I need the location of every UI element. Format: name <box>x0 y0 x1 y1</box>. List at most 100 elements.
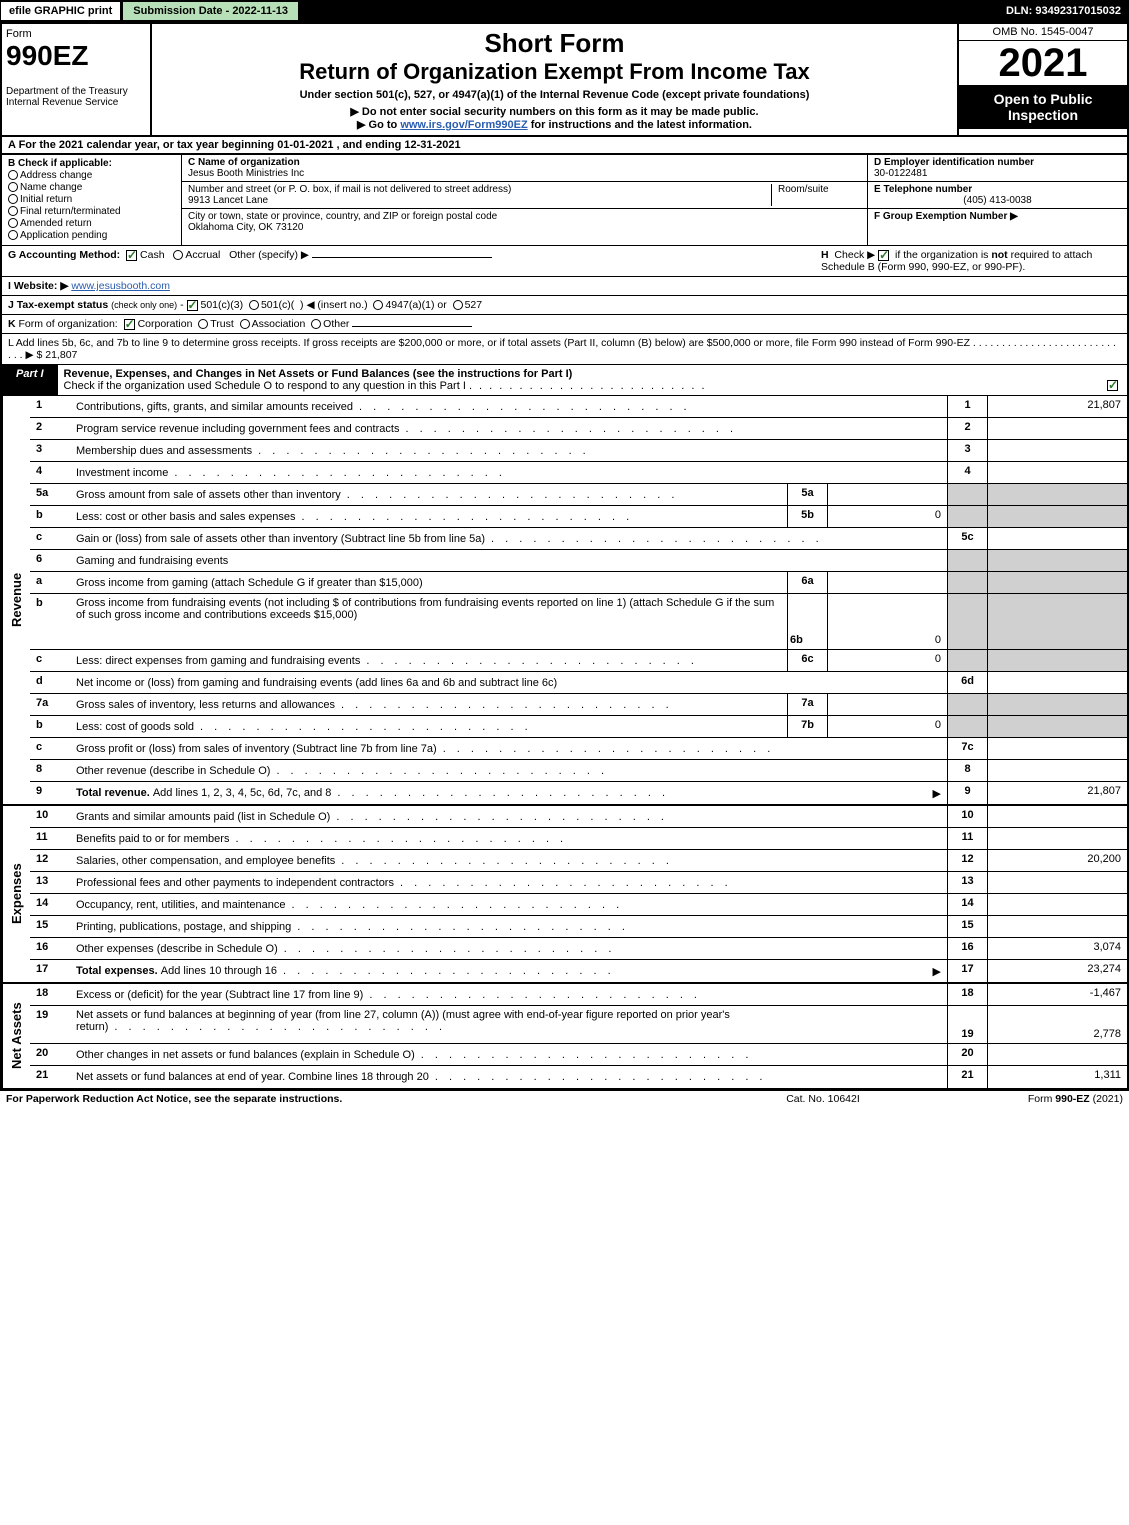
e-label: E Telephone number <box>874 184 1121 195</box>
row-12: 12 Salaries, other compensation, and emp… <box>30 850 1127 872</box>
room-suite-label: Room/suite <box>771 184 861 206</box>
row-7b: b Less: cost of goods sold. . . . . . . … <box>30 716 1127 738</box>
cb-name-change[interactable]: Name change <box>8 182 175 193</box>
row-6c: c Less: direct expenses from gaming and … <box>30 650 1127 672</box>
page-footer: For Paperwork Reduction Act Notice, see … <box>0 1090 1129 1107</box>
line-k: K Form of organization: Corporation Trus… <box>0 315 1129 334</box>
revenue-side-label: Revenue <box>2 396 30 804</box>
form-header: Form 990EZ Department of the Treasury In… <box>0 22 1129 137</box>
cb-address-change[interactable]: Address change <box>8 170 175 181</box>
row-1: 1 Contributions, gifts, grants, and simi… <box>30 396 1127 418</box>
g-other: Other (specify) ▶ <box>229 249 309 261</box>
cb-501c3[interactable] <box>187 300 198 311</box>
header-right: OMB No. 1545-0047 2021 Open to Public In… <box>957 24 1127 135</box>
cb-schedule-b[interactable] <box>878 250 889 261</box>
row-5c: c Gain or (loss) from sale of assets oth… <box>30 528 1127 550</box>
cb-amended-return[interactable]: Amended return <box>8 218 175 229</box>
cb-schedule-o[interactable] <box>1107 380 1118 391</box>
irs-link[interactable]: www.irs.gov/Form990EZ <box>400 119 527 131</box>
cb-corporation[interactable] <box>124 319 135 330</box>
form-footer-label: Form 990-EZ (2021) <box>923 1093 1123 1105</box>
paperwork-notice: For Paperwork Reduction Act Notice, see … <box>6 1093 723 1105</box>
h-section: H Check ▶ if the organization is not req… <box>821 249 1121 273</box>
expenses-table: Expenses 10 Grants and similar amounts p… <box>0 806 1129 984</box>
row-14: 14 Occupancy, rent, utilities, and maint… <box>30 894 1127 916</box>
d-row: D Employer identification number 30-0122… <box>868 155 1127 182</box>
d-label: D Employer identification number <box>874 157 1121 168</box>
header-left: Form 990EZ Department of the Treasury In… <box>2 24 152 135</box>
row-20: 20 Other changes in net assets or fund b… <box>30 1044 1127 1066</box>
goto-prefix: ▶ Go to <box>357 119 400 131</box>
cb-other-org[interactable] <box>311 319 321 329</box>
row-16: 16 Other expenses (describe in Schedule … <box>30 938 1127 960</box>
open-public-badge: Open to Public Inspection <box>959 85 1127 129</box>
g-label: G Accounting Method: <box>8 249 120 261</box>
cb-accrual[interactable] <box>173 250 183 260</box>
short-form-title: Short Form <box>160 28 949 59</box>
f-label: F Group Exemption Number ▶ <box>874 211 1121 222</box>
col-b: B Check if applicable: Address change Na… <box>2 155 182 245</box>
row-8: 8 Other revenue (describe in Schedule O)… <box>30 760 1127 782</box>
header-center: Short Form Return of Organization Exempt… <box>152 24 957 135</box>
cb-cash[interactable] <box>126 250 137 261</box>
efile-print-label[interactable]: efile GRAPHIC print <box>0 1 121 21</box>
subtitle-2b: ▶ Go to www.irs.gov/Form990EZ for instru… <box>160 118 949 131</box>
col-c: C Name of organization Jesus Booth Minis… <box>182 155 867 245</box>
subtitle-2a: ▶ Do not enter social security numbers o… <box>160 105 949 118</box>
row-6b: b Gross income from fundraising events (… <box>30 594 1127 650</box>
c-street-row: Number and street (or P. O. box, if mail… <box>182 182 867 209</box>
cb-527[interactable] <box>453 300 463 310</box>
cb-association[interactable] <box>240 319 250 329</box>
row-7a: 7a Gross sales of inventory, less return… <box>30 694 1127 716</box>
c-name-row: C Name of organization Jesus Booth Minis… <box>182 155 867 182</box>
cat-no: Cat. No. 10642I <box>723 1093 923 1105</box>
cb-trust[interactable] <box>198 319 208 329</box>
row-6: 6 Gaming and fundraising events <box>30 550 1127 572</box>
org-name: Jesus Booth Ministries Inc <box>188 168 861 179</box>
row-9: 9 Total revenue. Add lines 1, 2, 3, 4, 5… <box>30 782 1127 804</box>
c-city-row: City or town, state or province, country… <box>182 209 867 235</box>
row-5a: 5a Gross amount from sale of assets othe… <box>30 484 1127 506</box>
line-l: L Add lines 5b, 6c, and 7b to line 9 to … <box>0 334 1129 365</box>
dots-fill: . . . . . . . . . . . . . . . . . . . . … <box>469 380 707 392</box>
other-specify-line <box>312 257 492 258</box>
omb-number: OMB No. 1545-0047 <box>959 24 1127 41</box>
cb-initial-return[interactable]: Initial return <box>8 194 175 205</box>
row-17: 17 Total expenses. Add lines 10 through … <box>30 960 1127 982</box>
c-name-label: C Name of organization <box>188 157 861 168</box>
row-21: 21 Net assets or fund balances at end of… <box>30 1066 1127 1088</box>
cb-application-pending[interactable]: Application pending <box>8 230 175 241</box>
org-street: 9913 Lancet Lane <box>188 195 771 206</box>
i-label: I Website: ▶ <box>8 280 68 292</box>
line-gh: G Accounting Method: Cash Accrual Other … <box>0 246 1129 277</box>
line-j: J Tax-exempt status (check only one) - 5… <box>0 296 1129 315</box>
main-title: Return of Organization Exempt From Incom… <box>160 59 949 85</box>
revenue-table: Revenue 1 Contributions, gifts, grants, … <box>0 396 1129 806</box>
part1-title: Revenue, Expenses, and Changes in Net As… <box>58 365 1127 395</box>
other-org-line <box>352 326 472 327</box>
row-15: 15 Printing, publications, postage, and … <box>30 916 1127 938</box>
org-city: Oklahoma City, OK 73120 <box>188 222 861 233</box>
row-6d: d Net income or (loss) from gaming and f… <box>30 672 1127 694</box>
row-3: 3 Membership dues and assessments. . . .… <box>30 440 1127 462</box>
tax-year: 2021 <box>959 41 1127 85</box>
dln-label: DLN: 93492317015032 <box>998 2 1129 20</box>
b-label: B Check if applicable: <box>8 158 175 169</box>
expenses-side-label: Expenses <box>2 806 30 982</box>
c-city-label: City or town, state or province, country… <box>188 211 861 222</box>
cb-4947[interactable] <box>373 300 383 310</box>
cb-final-return[interactable]: Final return/terminated <box>8 206 175 217</box>
part1-check-text: Check if the organization used Schedule … <box>64 380 466 392</box>
website-link[interactable]: www.jesusbooth.com <box>71 280 170 292</box>
c-street-label: Number and street (or P. O. box, if mail… <box>188 184 771 195</box>
ein-value: 30-0122481 <box>874 168 1121 179</box>
cb-501c[interactable] <box>249 300 259 310</box>
submission-date: Submission Date - 2022-11-13 <box>121 0 300 22</box>
line-a: A For the 2021 calendar year, or tax yea… <box>0 137 1129 155</box>
block-bcdef: B Check if applicable: Address change Na… <box>0 155 1129 246</box>
col-de: D Employer identification number 30-0122… <box>867 155 1127 245</box>
row-10: 10 Grants and similar amounts paid (list… <box>30 806 1127 828</box>
row-19: 19 Net assets or fund balances at beginn… <box>30 1006 1127 1044</box>
g-section: G Accounting Method: Cash Accrual Other … <box>8 249 821 273</box>
dept-label: Department of the Treasury Internal Reve… <box>6 86 146 108</box>
